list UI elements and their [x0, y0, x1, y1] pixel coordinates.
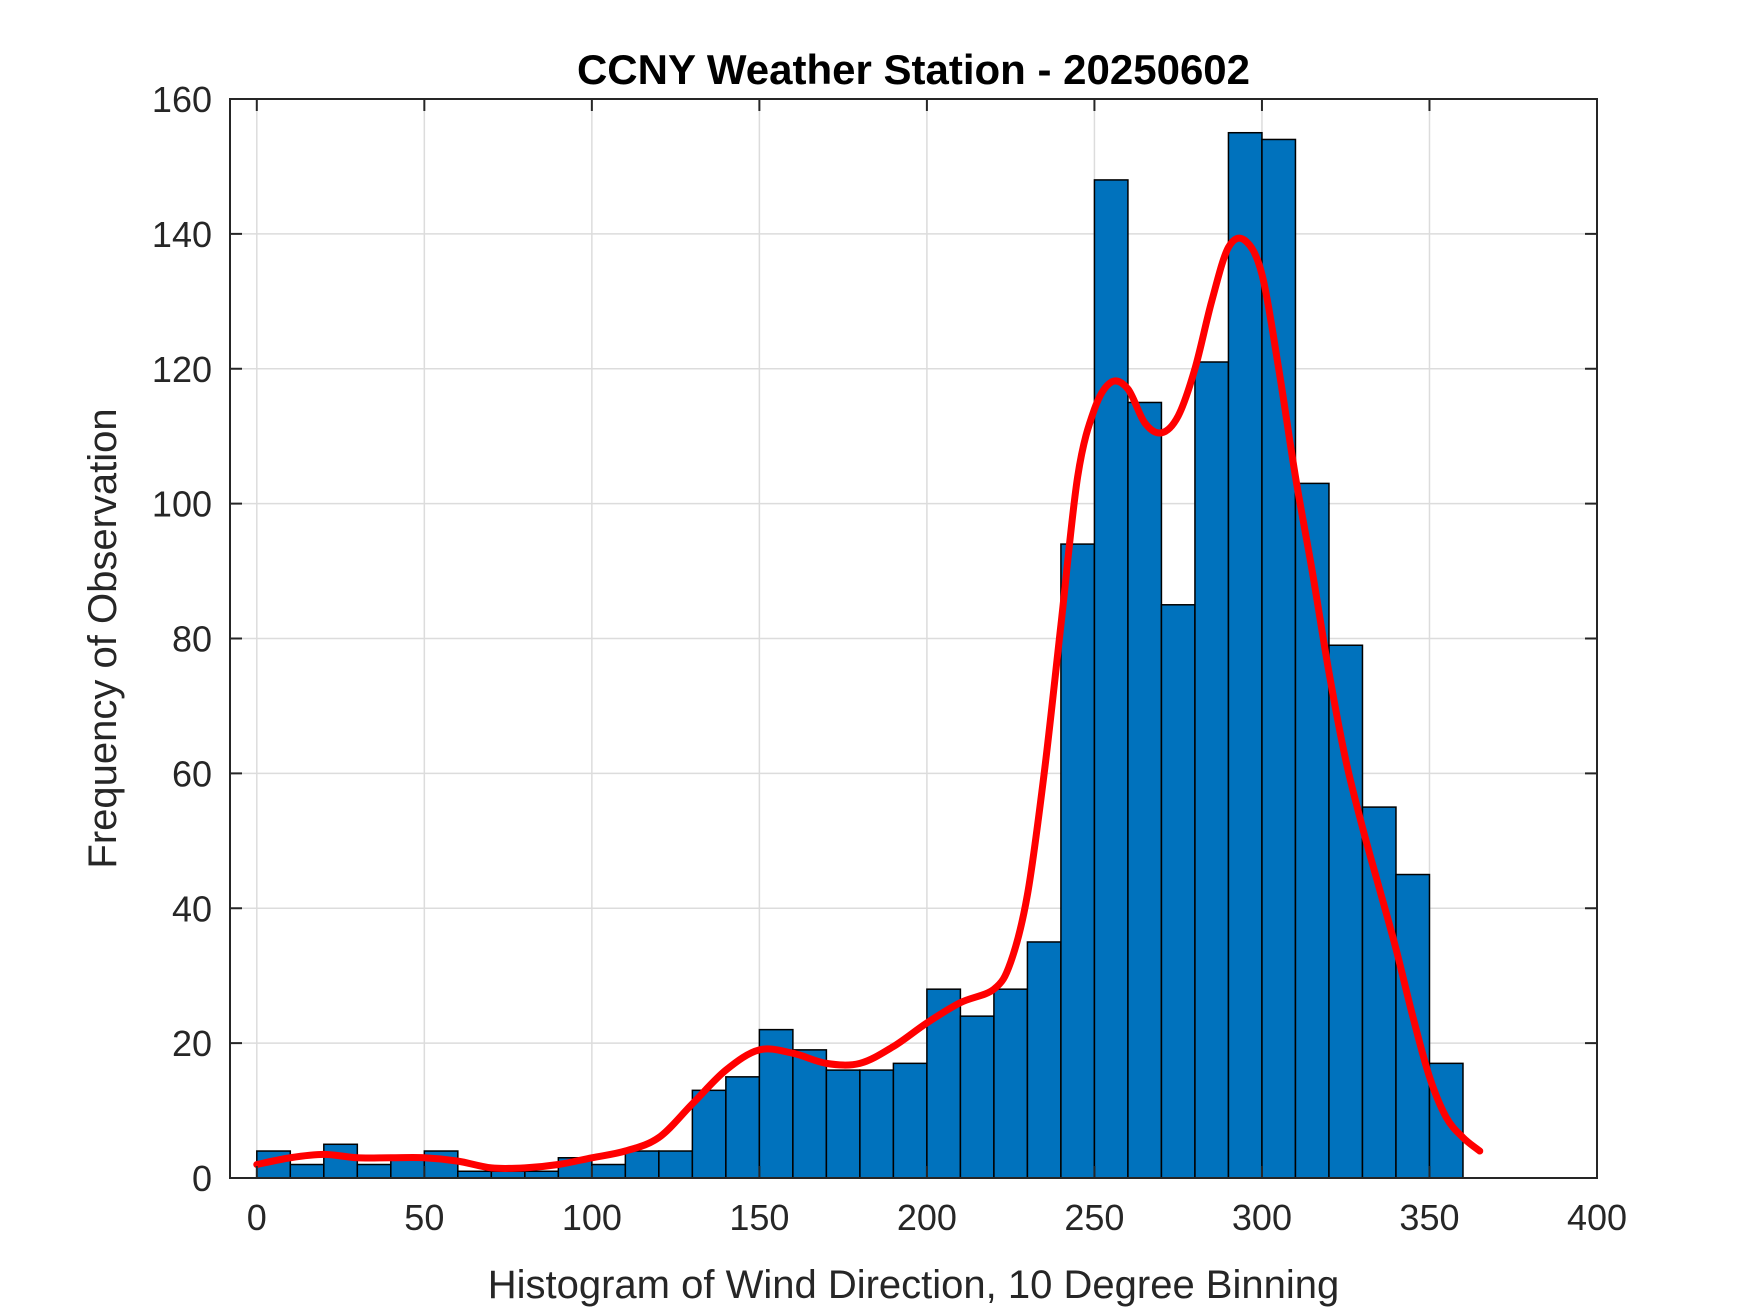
histogram-bar — [993, 988, 1029, 1179]
x-tick-label: 300 — [1232, 1197, 1292, 1238]
y-tick-label: 60 — [172, 753, 212, 794]
histogram-bar — [725, 1076, 761, 1179]
y-tick-label: 100 — [152, 484, 212, 525]
histogram-bar — [490, 1170, 526, 1179]
histogram-bar — [892, 1062, 928, 1179]
histogram-bar — [1227, 131, 1263, 1179]
histogram-bar — [1093, 179, 1129, 1179]
histogram-bar — [624, 1150, 660, 1179]
x-tick-label: 350 — [1399, 1197, 1459, 1238]
histogram-bar — [691, 1089, 727, 1179]
y-axis-label: Frequency of Observation — [81, 408, 125, 868]
x-tick-label: 400 — [1567, 1197, 1627, 1238]
histogram-bar — [356, 1163, 392, 1179]
x-tick-label: 0 — [247, 1197, 267, 1238]
axis-ticks — [230, 98, 1598, 1179]
histogram-bar — [289, 1163, 325, 1179]
histogram-bar — [524, 1170, 560, 1179]
y-tick-label: 120 — [152, 349, 212, 390]
x-tick-label: 250 — [1064, 1197, 1124, 1238]
histogram-bar — [1060, 543, 1096, 1179]
histogram-bar — [859, 1069, 895, 1179]
histogram-bar — [658, 1150, 694, 1179]
histogram-bar — [1160, 604, 1196, 1179]
chart-title: CCNY Weather Station - 20250602 — [577, 46, 1250, 93]
y-tick-label: 0 — [192, 1158, 212, 1199]
y-tick-labels: 0 20 40 60 80 100 120 140 160 — [152, 79, 212, 1199]
histogram-bar — [1127, 401, 1163, 1179]
histogram-bar — [457, 1170, 493, 1179]
histogram-bar — [959, 1015, 995, 1179]
y-tick-label: 40 — [172, 888, 212, 929]
y-tick-label: 140 — [152, 214, 212, 255]
x-tick-label: 50 — [404, 1197, 444, 1238]
histogram-bar — [1294, 482, 1330, 1179]
x-tick-label: 200 — [897, 1197, 957, 1238]
x-tick-label: 150 — [729, 1197, 789, 1238]
fit-curve-line — [253, 234, 1484, 1173]
y-tick-label: 20 — [172, 1023, 212, 1064]
histogram-bar — [1194, 361, 1230, 1179]
x-tick-labels: 0 50 100 150 200 250 300 350 400 — [247, 1197, 1627, 1238]
y-tick-label: 80 — [172, 619, 212, 660]
histogram-bar — [1328, 644, 1364, 1179]
x-tick-label: 100 — [562, 1197, 622, 1238]
histogram-bar — [1361, 806, 1397, 1179]
histogram-bar — [591, 1163, 627, 1179]
y-tick-label: 160 — [152, 79, 212, 120]
histogram-bar — [825, 1069, 861, 1179]
histogram-bar — [323, 1143, 359, 1179]
histogram-bar — [792, 1049, 828, 1179]
fit-curve-group — [253, 234, 1484, 1173]
histogram-bar — [1026, 941, 1062, 1179]
x-axis-label: Histogram of Wind Direction, 10 Degree B… — [488, 1263, 1340, 1307]
